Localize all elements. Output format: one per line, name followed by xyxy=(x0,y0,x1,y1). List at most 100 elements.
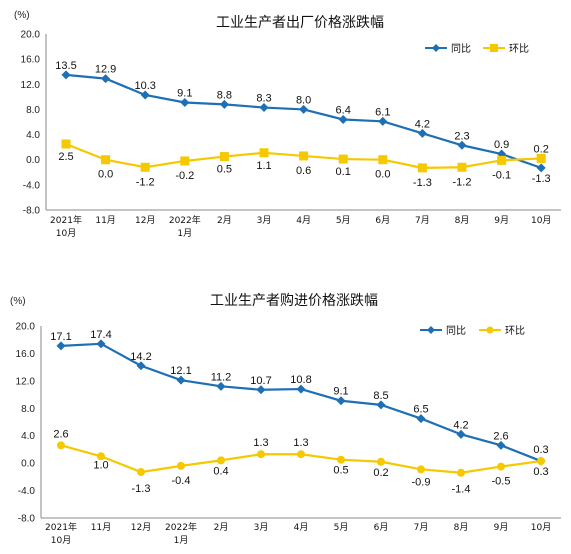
y-tick-label: 20.0 xyxy=(21,30,41,41)
data-label: 9.1 xyxy=(177,88,192,100)
y-tick-label: 16.0 xyxy=(21,55,41,66)
data-point xyxy=(96,339,106,349)
data-label: 1.1 xyxy=(256,160,271,172)
data-point xyxy=(457,140,467,150)
x-tick-label: 2021年 xyxy=(45,521,77,533)
chart-title: 工业生产者出厂价格涨跌幅 xyxy=(216,15,384,31)
data-point xyxy=(338,154,348,164)
data-label: 17.1 xyxy=(50,331,71,343)
y-tick-label: 4.0 xyxy=(21,431,35,442)
data-point xyxy=(101,155,111,165)
data-point xyxy=(56,341,66,351)
data-point xyxy=(497,462,505,471)
data-point xyxy=(217,456,225,465)
data-label: 13.5 xyxy=(55,60,76,72)
data-label: 12.9 xyxy=(95,64,116,76)
data-point xyxy=(57,441,65,450)
data-label: 0.6 xyxy=(296,165,311,177)
data-label: 11.2 xyxy=(211,371,232,383)
data-label: 10.7 xyxy=(250,375,271,387)
x-tick-label: 8月 xyxy=(454,522,469,533)
data-point xyxy=(140,162,150,172)
x-tick-label: 2022年 xyxy=(165,521,197,533)
data-point xyxy=(61,139,71,149)
chart-1: 工业生产者购进价格涨跌幅 (%) 20.0 16.0 12.0 8.0 4.0 0.0 -4.0… xyxy=(10,293,561,546)
data-label: 9.1 xyxy=(333,386,348,398)
x-tick-label: 7月 xyxy=(415,215,430,226)
data-point xyxy=(417,163,427,173)
data-point xyxy=(136,361,146,371)
data-label: 14.2 xyxy=(130,351,151,363)
data-label: 10.3 xyxy=(134,80,155,92)
x-tick-label: 10月 xyxy=(51,535,71,546)
x-tick-label: 11月 xyxy=(91,522,111,533)
data-label: 6.1 xyxy=(375,106,390,118)
data-point xyxy=(176,375,186,385)
y-tick-label: 12.0 xyxy=(16,376,36,387)
legend-label: 环比 xyxy=(505,325,525,337)
data-point xyxy=(416,414,426,424)
x-tick-label: 8月 xyxy=(455,215,470,226)
data-point xyxy=(216,381,226,391)
y-tick-label: 12.0 xyxy=(21,80,41,91)
chart-title: 工业生产者购进价格涨跌幅 xyxy=(210,293,378,309)
data-point xyxy=(180,98,190,108)
data-label: 0.0 xyxy=(375,169,390,181)
data-point xyxy=(536,163,546,173)
x-tick-label: 11月 xyxy=(95,215,115,226)
legend-label: 环比 xyxy=(509,43,529,55)
x-tick-label: 3月 xyxy=(257,215,272,226)
y-unit: (%) xyxy=(14,10,30,21)
x-tick-label: 5月 xyxy=(334,522,349,533)
y-tick-label: 4.0 xyxy=(26,130,40,141)
y-tick-label: 0.0 xyxy=(26,155,40,166)
data-point xyxy=(97,452,105,461)
y-tick-label: -8.0 xyxy=(18,514,36,525)
data-point xyxy=(257,450,265,459)
data-label: 0.3 xyxy=(533,466,548,478)
data-point xyxy=(256,385,266,395)
x-tick-label: 5月 xyxy=(336,215,351,226)
data-label: 8.5 xyxy=(373,390,388,402)
data-label: 0.3 xyxy=(533,444,548,456)
x-tick-label: 7月 xyxy=(414,522,429,533)
data-label: 17.4 xyxy=(90,329,111,341)
data-point xyxy=(259,148,269,158)
x-tick-label: 12月 xyxy=(131,522,151,533)
data-label: 2.5 xyxy=(58,151,73,163)
legend-marker xyxy=(427,326,435,334)
x-tick-label: 1月 xyxy=(177,228,192,239)
data-label: 0.2 xyxy=(534,143,549,155)
data-label: 8.0 xyxy=(296,94,311,106)
x-tick-label: 6月 xyxy=(375,215,390,226)
data-point xyxy=(299,104,309,114)
x-tick-label: 4月 xyxy=(296,215,311,226)
data-point xyxy=(219,152,229,162)
data-point xyxy=(497,155,507,165)
y-tick-label: -4.0 xyxy=(18,486,36,497)
data-label: 4.2 xyxy=(453,419,468,431)
data-point xyxy=(296,384,306,394)
data-point xyxy=(376,400,386,410)
data-point xyxy=(337,455,345,464)
data-point xyxy=(140,90,150,100)
y-tick-label: 0.0 xyxy=(21,459,35,470)
data-point xyxy=(537,457,545,466)
data-point xyxy=(299,151,309,161)
data-label: -1.2 xyxy=(453,176,472,188)
data-label: 6.5 xyxy=(413,404,428,416)
x-tick-label: 9月 xyxy=(494,522,509,533)
data-point xyxy=(137,468,145,477)
data-point xyxy=(457,162,467,172)
data-label: -1.4 xyxy=(452,484,471,496)
x-tick-label: 6月 xyxy=(374,522,389,533)
y-tick-label: 16.0 xyxy=(16,349,36,360)
series-line-1 xyxy=(60,444,542,474)
data-point xyxy=(61,70,71,80)
data-label: 6.4 xyxy=(336,104,351,116)
x-tick-label: 3月 xyxy=(254,522,269,533)
legend-marker xyxy=(490,44,498,52)
x-tick-label: 2022年 xyxy=(169,214,201,226)
data-label: 1.3 xyxy=(253,437,268,449)
